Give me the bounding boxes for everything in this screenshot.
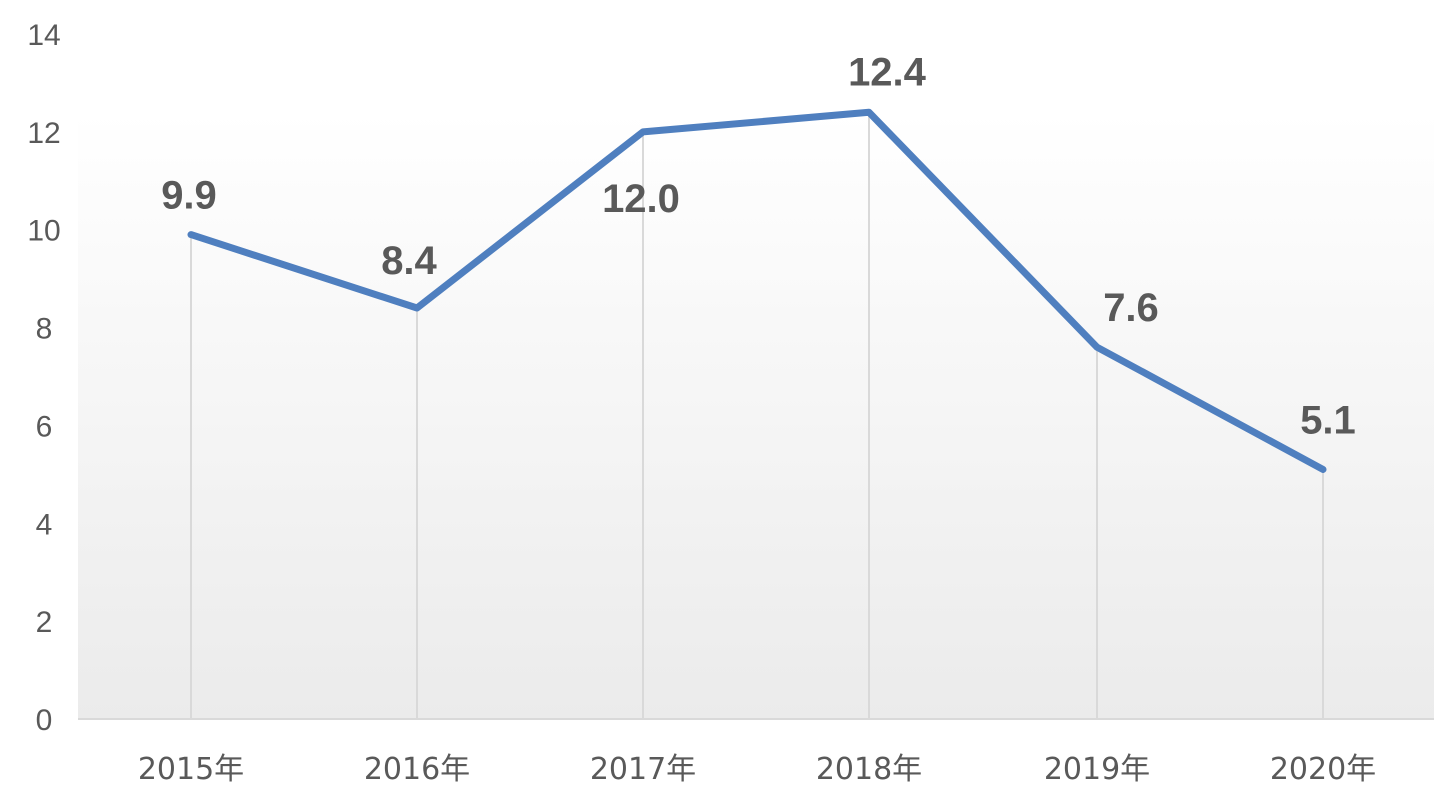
y-tick-label: 4 bbox=[36, 508, 53, 541]
x-tick-label: 2017年 bbox=[590, 752, 696, 787]
y-tick-label: 0 bbox=[36, 704, 53, 737]
data-label: 9.9 bbox=[161, 174, 217, 218]
x-tick-label: 2019年 bbox=[1044, 752, 1150, 787]
drop-lines bbox=[190, 112, 1324, 719]
plot-background bbox=[78, 112, 1434, 719]
data-label: 8.4 bbox=[381, 239, 437, 283]
data-label: 12.0 bbox=[602, 177, 680, 221]
series-line bbox=[187, 108, 1327, 473]
y-tick-label: 10 bbox=[27, 215, 60, 248]
x-tick-label: 2016年 bbox=[364, 752, 470, 787]
y-tick-label: 2 bbox=[36, 606, 53, 639]
data-labels: 9.9 8.4 12.0 12.4 7.6 5.1 bbox=[161, 50, 1356, 442]
y-tick-label: 12 bbox=[27, 117, 60, 150]
y-axis-ticks: 0 2 4 6 8 10 12 14 bbox=[27, 19, 60, 737]
x-tick-label: 2020年 bbox=[1270, 752, 1376, 787]
y-tick-label: 8 bbox=[36, 313, 53, 346]
data-label: 5.1 bbox=[1300, 398, 1356, 442]
data-label: 7.6 bbox=[1103, 286, 1159, 330]
x-tick-label: 2015年 bbox=[138, 752, 244, 787]
y-tick-label: 6 bbox=[36, 410, 53, 443]
data-label: 12.4 bbox=[848, 50, 927, 94]
x-axis-ticks: 2015年 2016年 2017年 2018年 2019年 2020年 bbox=[138, 752, 1376, 787]
y-tick-label: 14 bbox=[27, 19, 60, 52]
x-tick-label: 2018年 bbox=[816, 752, 922, 787]
